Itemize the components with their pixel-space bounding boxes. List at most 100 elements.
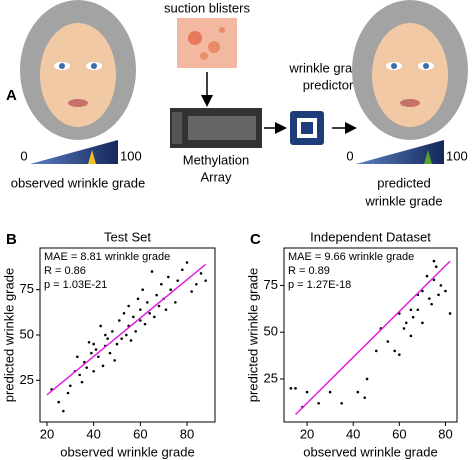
blister-label: suction blisters <box>164 0 250 15</box>
y-tick-label: 75 <box>20 281 34 296</box>
point <box>115 342 119 346</box>
scale-bar <box>30 140 118 164</box>
point <box>432 278 436 282</box>
point <box>143 322 147 326</box>
scale-label: observed wrinkle grade <box>11 175 145 190</box>
point <box>90 351 93 355</box>
point <box>127 304 130 308</box>
point <box>129 339 133 342</box>
point <box>132 315 135 319</box>
point <box>160 282 163 286</box>
predictor-label: predictor <box>303 77 354 92</box>
point <box>421 289 424 293</box>
x-tick-label: 80 <box>180 426 194 441</box>
x-tick-label: 20 <box>40 426 54 441</box>
annotation: MAE = 8.81 wrinkle grade <box>44 251 170 263</box>
point <box>101 364 105 368</box>
fit-line <box>295 260 451 416</box>
point <box>416 308 420 312</box>
point <box>76 355 79 359</box>
scale-label: wrinkle grade <box>364 193 442 208</box>
panel-label: A <box>6 87 17 104</box>
point <box>409 308 413 312</box>
annotation: MAE = 9.66 wrinkle grade <box>288 251 414 263</box>
point <box>157 304 161 308</box>
point <box>99 324 102 328</box>
x-tick-label: 60 <box>133 426 147 441</box>
point <box>113 359 116 362</box>
scale-max: 100 <box>120 148 142 163</box>
point <box>104 333 107 337</box>
point <box>106 337 109 340</box>
point <box>421 321 424 325</box>
y-tick-label: 25 <box>20 372 34 387</box>
y-tick-label: 50 <box>264 324 278 339</box>
point <box>139 308 142 311</box>
point <box>148 311 151 315</box>
point <box>69 384 72 388</box>
point <box>92 342 95 346</box>
point <box>289 387 293 390</box>
point <box>118 319 121 322</box>
point <box>195 282 198 286</box>
point <box>87 340 91 344</box>
point <box>190 290 193 293</box>
face-right <box>352 0 468 140</box>
point <box>92 369 95 373</box>
point <box>398 353 401 356</box>
array-label: Array <box>200 169 232 184</box>
point <box>78 373 81 377</box>
point <box>305 390 309 394</box>
point <box>181 268 184 272</box>
point <box>294 387 297 390</box>
x-tick-label: 20 <box>300 426 314 441</box>
point <box>80 380 84 384</box>
fit-line <box>46 263 207 396</box>
panel-label: C <box>250 231 261 248</box>
point <box>150 270 154 273</box>
point <box>374 349 378 353</box>
point <box>176 279 179 282</box>
point <box>94 348 98 351</box>
point <box>432 259 436 263</box>
annotation: R = 0.89 <box>288 265 330 277</box>
point <box>430 302 433 306</box>
point <box>365 377 369 381</box>
point <box>134 330 137 333</box>
chip <box>290 111 324 145</box>
x-tick-label: 40 <box>86 426 100 441</box>
point <box>185 261 189 264</box>
point <box>139 319 142 322</box>
panel-label: B <box>6 231 17 248</box>
point <box>153 315 156 319</box>
point <box>317 401 320 405</box>
plot-frame <box>283 247 458 423</box>
point <box>155 293 158 297</box>
chart-title: Independent Dataset <box>310 229 431 244</box>
y-axis-label: predicted wrinkle grade <box>245 268 260 402</box>
point <box>328 390 332 394</box>
point <box>444 289 447 293</box>
point <box>120 337 123 340</box>
point <box>125 333 128 337</box>
point <box>411 315 415 319</box>
point <box>122 311 126 315</box>
point <box>62 409 65 413</box>
y-tick-label: 75 <box>264 277 278 292</box>
point <box>204 279 207 282</box>
point <box>402 327 406 330</box>
y-tick-label: 50 <box>20 326 34 341</box>
skin-image <box>177 18 237 68</box>
point <box>340 401 343 405</box>
point <box>174 301 177 304</box>
y-tick-label: 25 <box>264 370 278 385</box>
scale-bar <box>356 140 444 164</box>
annotation: R = 0.86 <box>44 265 86 277</box>
point <box>57 400 60 404</box>
point <box>167 275 170 279</box>
marker <box>424 150 432 164</box>
point <box>199 272 203 275</box>
point <box>363 396 367 399</box>
